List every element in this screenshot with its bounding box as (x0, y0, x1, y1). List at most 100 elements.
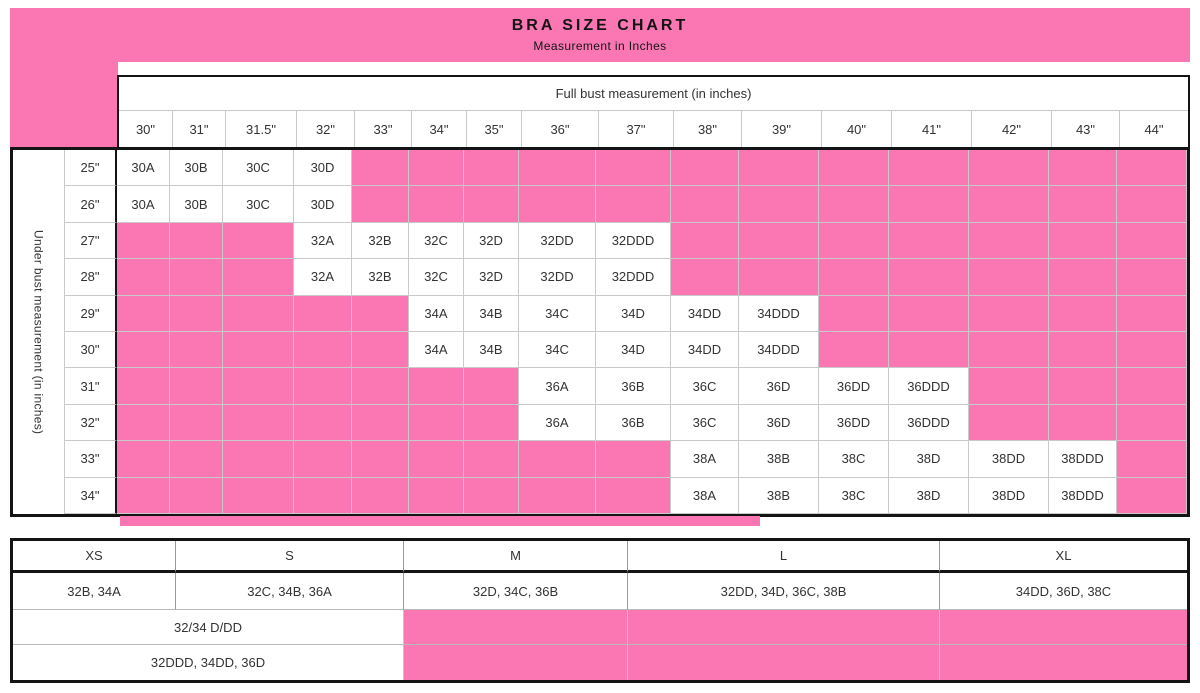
empty-cell (969, 332, 1049, 369)
bra-size-cell: 34DDD (739, 332, 819, 369)
empty-cell (969, 295, 1049, 332)
empty-pink-cell (403, 610, 627, 645)
under-bust-header: 30" (65, 332, 117, 369)
bra-size-cell: 38C (819, 477, 889, 514)
empty-pink-cell (403, 645, 627, 680)
under-bust-header: 28" (65, 259, 117, 296)
under-bust-header: 32" (65, 404, 117, 442)
empty-cell (1049, 332, 1117, 369)
empty-cell (223, 222, 294, 260)
empty-cell (409, 368, 464, 405)
empty-cell (170, 368, 223, 405)
empty-cell (671, 259, 739, 296)
bra-size-cell: 32DDD (596, 259, 671, 296)
bra-size-cell: 30B (170, 150, 223, 187)
empty-cell (889, 150, 969, 187)
bra-size-cell: 34DD (671, 295, 739, 332)
bra-size-cell: 36A (519, 404, 596, 442)
bra-size-cell: 30D (294, 150, 352, 187)
empty-cell (596, 441, 671, 478)
empty-cell (223, 332, 294, 369)
empty-cell (294, 368, 352, 405)
bra-size-cell: 34A (409, 332, 464, 369)
cup-sizes-cell: 32B, 34A (13, 573, 175, 610)
empty-cell (969, 404, 1049, 442)
bra-size-cell: 34B (464, 332, 519, 369)
empty-cell (409, 186, 464, 223)
bra-size-cell: 36B (596, 404, 671, 442)
bra-size-cell: 34D (596, 332, 671, 369)
bra-size-cell: 36D (739, 404, 819, 442)
empty-cell (117, 222, 170, 260)
empty-cell (294, 295, 352, 332)
bust-size-header: 31" (172, 111, 225, 148)
bra-size-cell: 38A (671, 477, 739, 514)
bra-size-cell: 38D (889, 477, 969, 514)
letter-size-header: L (627, 541, 939, 573)
bra-size-cell: 32D (464, 259, 519, 296)
empty-cell (117, 368, 170, 405)
empty-cell (819, 222, 889, 260)
empty-cell (671, 186, 739, 223)
under-bust-header: 27" (65, 222, 117, 260)
bra-size-cell: 36C (671, 368, 739, 405)
empty-cell (1049, 222, 1117, 260)
bra-size-cell: 32D (464, 222, 519, 260)
empty-cell (170, 441, 223, 478)
bust-size-header: 37" (598, 111, 673, 148)
empty-cell (889, 259, 969, 296)
empty-cell (409, 150, 464, 187)
empty-cell (519, 441, 596, 478)
bra-size-cell: 34C (519, 332, 596, 369)
bust-size-header: 39" (741, 111, 821, 148)
empty-cell (519, 150, 596, 187)
empty-cell (596, 477, 671, 514)
empty-cell (1117, 295, 1187, 332)
empty-cell (223, 368, 294, 405)
empty-cell (223, 259, 294, 296)
bust-size-header: 40" (821, 111, 891, 148)
empty-cell (223, 404, 294, 442)
letter-size-header: XL (939, 541, 1187, 573)
letter-size-header: M (403, 541, 627, 573)
empty-cell (819, 259, 889, 296)
bust-size-header: 35" (466, 111, 521, 148)
bust-size-header: 36" (521, 111, 598, 148)
empty-cell (223, 441, 294, 478)
empty-cell (739, 222, 819, 260)
empty-cell (819, 295, 889, 332)
empty-cell (117, 404, 170, 442)
cup-sizes-cell: 34DD, 36D, 38C (939, 573, 1187, 610)
bra-size-cell: 38B (739, 477, 819, 514)
empty-cell (352, 441, 409, 478)
empty-cell (352, 368, 409, 405)
bra-size-cell: 32A (294, 259, 352, 296)
bra-size-cell: 38DDD (1049, 477, 1117, 514)
bust-size-header: 34" (411, 111, 466, 148)
empty-cell (352, 332, 409, 369)
bra-size-cell: 36C (671, 404, 739, 442)
empty-cell (1117, 441, 1187, 478)
empty-cell (671, 150, 739, 187)
extra-sizes-cell: 32/34 D/DD (13, 610, 403, 645)
empty-cell (1117, 477, 1187, 514)
empty-cell (969, 368, 1049, 405)
empty-cell (1117, 332, 1187, 369)
empty-cell (117, 332, 170, 369)
under-bust-header: 29" (65, 295, 117, 332)
bra-size-cell: 38DDD (1049, 441, 1117, 478)
empty-cell (1117, 222, 1187, 260)
full-bust-axis-label: Full bust measurement (in inches) (119, 77, 1188, 111)
bra-size-cell: 30B (170, 186, 223, 223)
empty-cell (1049, 368, 1117, 405)
bust-size-header: 43" (1051, 111, 1119, 148)
letter-size-header: S (175, 541, 403, 573)
bra-size-cell: 36DDD (889, 404, 969, 442)
empty-cell (464, 150, 519, 187)
empty-cell (352, 295, 409, 332)
empty-cell (1049, 186, 1117, 223)
empty-cell (969, 186, 1049, 223)
under-bust-axis-label: Under bust measurement (in inches) (13, 150, 65, 514)
bra-size-cell: 30C (223, 150, 294, 187)
